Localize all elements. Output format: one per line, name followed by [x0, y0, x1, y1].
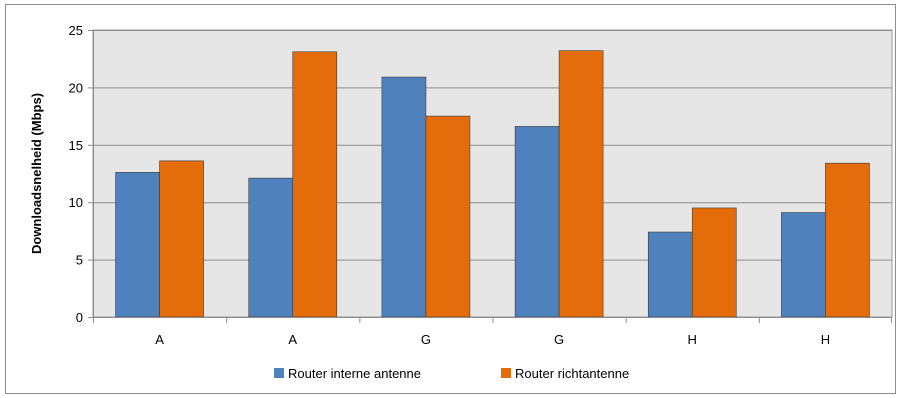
gridlines — [93, 30, 892, 261]
bar-interne-antenne — [115, 172, 160, 318]
axes — [88, 30, 892, 323]
x-tick-label: A — [288, 332, 297, 347]
bar-interne-antenne — [248, 177, 294, 318]
y-tick-label: 0 — [76, 310, 83, 325]
x-tick-label: A — [155, 332, 164, 347]
chart-frame: 0 5 10 15 20 25 A A G G H H Downloadsnelheid (Mbps… — [5, 4, 896, 394]
x-tick-label: G — [421, 332, 431, 347]
y-tick-label: 10 — [69, 195, 83, 210]
bar-richtantenne — [558, 50, 604, 318]
x-tick-label: H — [688, 332, 697, 347]
legend-label: Router richtantenne — [515, 366, 629, 381]
plot-area — [92, 29, 893, 318]
y-tick-label: 20 — [69, 80, 83, 95]
x-tick-label: G — [554, 332, 564, 347]
bar-richtantenne — [425, 115, 471, 318]
legend: Router interne antenne Router richtantenn… — [274, 366, 629, 381]
bar-interne-antenne — [647, 231, 693, 318]
bars — [115, 50, 870, 318]
bar-richtantenne — [691, 207, 737, 318]
legend-label: Router interne antenne — [288, 366, 421, 381]
bar-richtantenne — [292, 51, 338, 318]
y-tick-labels: 0 5 10 15 20 25 — [69, 23, 83, 325]
legend-swatch — [274, 368, 284, 378]
y-tick-label: 15 — [69, 138, 83, 153]
x-tick-label: H — [821, 332, 830, 347]
bar-interne-antenne — [514, 126, 560, 318]
bar-interne-antenne — [381, 76, 427, 318]
legend-swatch — [501, 368, 511, 378]
y-tick-label: 5 — [76, 253, 83, 268]
bar-richtantenne — [825, 162, 870, 318]
y-tick-label: 25 — [69, 23, 83, 38]
bar-chart: 0 5 10 15 20 25 A A G G H H Downloadsnelheid (Mbps… — [29, 23, 893, 381]
bar-interne-antenne — [781, 212, 826, 318]
y-axis-title: Downloadsnelheid (Mbps) — [29, 93, 44, 254]
bar-richtantenne — [159, 160, 204, 318]
